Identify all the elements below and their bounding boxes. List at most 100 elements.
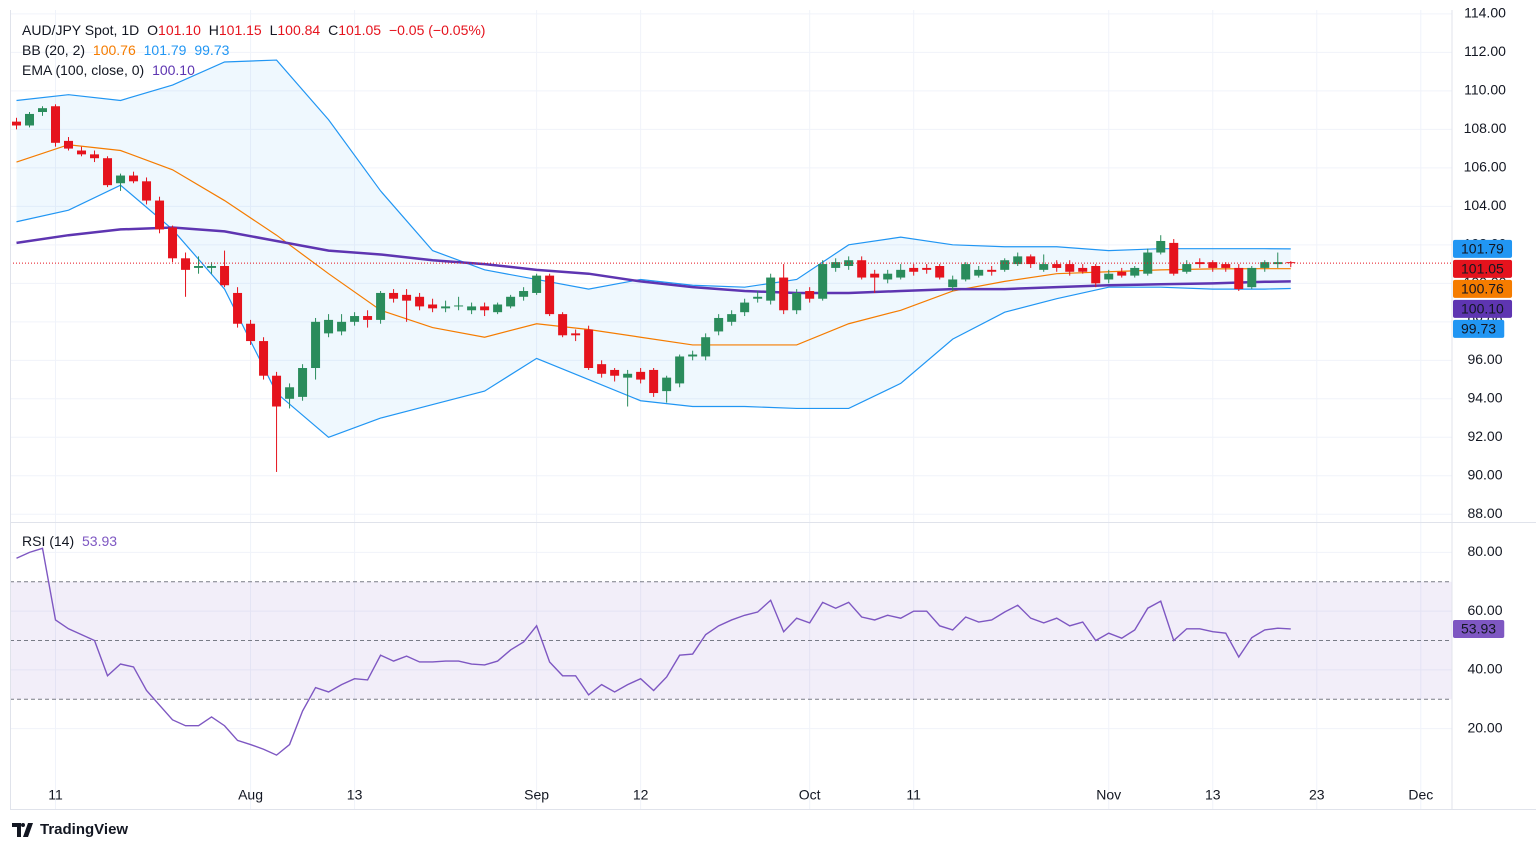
candle-body [181,258,191,270]
candle-body [1130,267,1140,276]
candle-body [753,296,763,299]
price-tag-label: 99.73 [1461,321,1496,337]
x-tick-label: Aug [238,787,263,803]
candle-body [1260,262,1270,268]
candle-body [727,314,737,322]
candle-body [935,266,945,278]
candle-body [467,306,477,311]
ohlc-value: 101.15 [218,22,262,38]
price-tag: 100.10 [1453,299,1513,318]
candle-body [415,296,425,307]
candle-body [25,113,35,126]
candle-body [883,273,893,280]
candle-body [662,377,672,392]
candle-body [688,354,698,357]
candle-body [792,292,802,311]
price-tag: 53.93 [1453,619,1505,638]
y-tick-label: 90.00 [1467,467,1502,483]
indicator-value: 100.76 [92,42,136,58]
ohlc-key: L [269,22,278,38]
change: −0.05 (−0.05%) [388,22,486,38]
ohlc-value: 100.84 [277,22,321,38]
candle-body [922,267,932,270]
candle-body [376,292,386,320]
candle-body [571,333,581,336]
candle-body [38,108,48,113]
candle-body [402,294,412,301]
candle-body [519,291,529,297]
x-tick-label: 23 [1309,787,1325,803]
y-tick-label: 60.00 [1467,602,1502,618]
candle-body [948,279,958,288]
x-tick-label: Nov [1096,787,1121,803]
ohlc-key: C [328,22,339,38]
indicator-label: RSI (14) [22,533,75,549]
candle-body [1117,271,1127,276]
candle-body [12,121,22,126]
y-tick-label: 94.00 [1467,390,1502,406]
candle-body [64,140,74,149]
candle-body [831,262,841,268]
legend-ohlc: AUD/JPY Spot, 1D O101.10 H101.15 L100.84… [22,20,489,40]
candle-body [337,321,347,332]
x-tick-label: Oct [799,787,821,803]
price-tag: 99.73 [1453,319,1505,338]
candle-body [272,375,282,407]
candle-body [1234,267,1244,290]
candle-body [1195,262,1205,265]
candle-body [350,316,360,322]
symbol-title: AUD/JPY Spot, 1D [22,22,140,38]
candle-body [168,227,178,259]
ohlc-key: H [208,22,219,38]
candle-body [454,305,464,307]
candle-body [259,341,269,376]
x-tick-label: Sep [524,787,549,803]
legend-rsi: RSI (14) 53.93 [22,531,121,551]
price-tag-box [1453,279,1513,298]
band-fill [16,60,1291,438]
candle-body [545,275,555,315]
y-tick-label: 110.00 [1464,82,1506,98]
candle-body [1208,262,1218,268]
indicator-label: BB (20, 2) [22,42,86,58]
candle-body [1039,264,1049,270]
price-tag-label: 101.05 [1461,261,1504,277]
price-tag: 101.05 [1453,259,1513,278]
price-tag-label: 101.79 [1461,241,1504,257]
price-pane [10,59,1452,472]
candle-body [194,266,204,268]
indicator-value: 53.93 [82,533,118,549]
candle-body [363,316,373,320]
candle-body [233,292,243,324]
candle-body [1026,256,1036,265]
y-tick-label: 96.00 [1467,351,1502,367]
ohlc-key: O [147,22,159,38]
candle-body [818,264,828,299]
candle-body [220,266,230,286]
candle-body [441,306,451,309]
price-tag-box [1453,319,1505,338]
candle-body [246,323,256,342]
x-tick-label: 13 [347,787,363,803]
candle-body [311,321,321,369]
legend-ema: EMA (100, close, 0) 100.10 [22,60,199,80]
candle-body [428,304,438,309]
candle-body [155,200,165,230]
candle-body [389,292,399,299]
y-tick-label: 80.00 [1467,543,1502,559]
candle-body [1000,260,1010,270]
candle-body [480,306,490,311]
candle-body [987,269,997,272]
candle-body [896,269,906,278]
y-tick-label: 108.00 [1464,120,1507,136]
price-tag-box [1453,619,1505,638]
candle-body [805,291,815,299]
rsi-line [16,547,1291,756]
x-tick-label: 11 [906,787,921,803]
candle-body [779,277,789,311]
x-tick-label: Dec [1408,787,1433,803]
candle-body [1273,262,1283,265]
candle-body [532,275,542,293]
